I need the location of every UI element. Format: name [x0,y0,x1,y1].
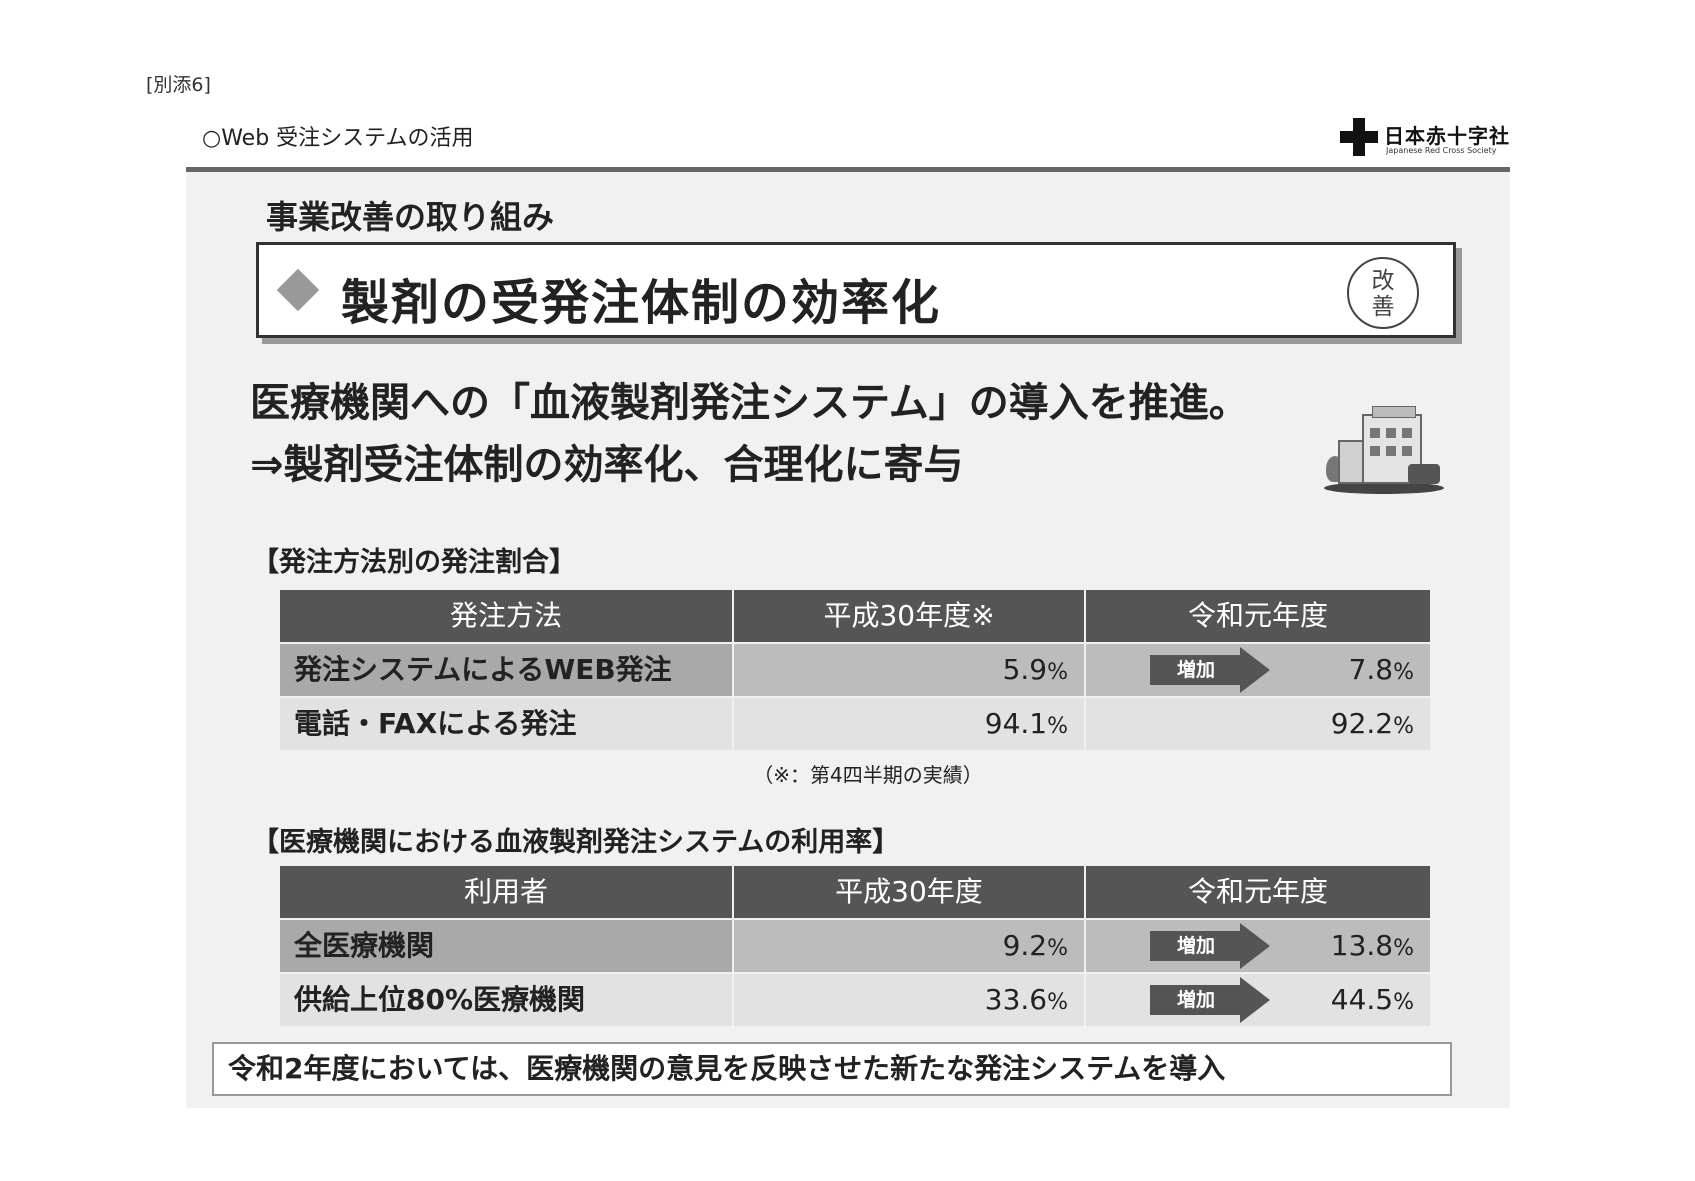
value-r1: 増加 44.5% [1086,974,1430,1026]
table-row: 発注システムによるWEB発注 5.9% 増加 7.8% [280,644,1430,696]
table1-footnote: （※：第4四半期の実績） [753,763,983,787]
row-label: 発注システムによるWEB発注 [280,644,732,696]
value-h30: 94.1% [734,698,1084,750]
arrow-label: 増加 [1150,985,1242,1015]
red-cross-logo-icon [1340,118,1378,156]
logo-name-en: Japanese Red Cross Society [1386,146,1497,155]
topic-banner: 製剤の受発注体制の効率化 改 善 [256,242,1456,338]
value-h30: 5.9% [734,644,1084,696]
logo-name-jp: 日本赤十字社 [1384,124,1510,148]
value-h30: 9.2% [734,920,1084,972]
kaizen-stamp-icon: 改 善 [1347,257,1419,329]
value-h30: 33.6% [734,974,1084,1026]
table-row: 供給上位80%医療機関 33.6% 増加 44.5% [280,974,1430,1026]
conclusion-box: 令和2年度においては、医療機関の意見を反映させた新たな発注システムを導入 [212,1042,1452,1096]
table2-title: 【医療機関における血液製剤発注システムの利用率】 [252,827,900,858]
slide: ○Web 受注システムの活用 日本赤十字社 Japanese Red Cross… [186,104,1510,1108]
slide-header: ○Web 受注システムの活用 日本赤十字社 Japanese Red Cross… [186,104,1510,172]
order-method-table: 発注方法 平成30年度※ 令和元年度 発注システムによるWEB発注 5.9% 増… [280,590,1430,750]
increase-arrow-icon: 増加 [1150,647,1272,693]
banner-text: 製剤の受発注体制の効率化 [341,275,942,331]
value-r1: 増加 7.8% [1086,644,1430,696]
section-title: 事業改善の取り組み [266,198,555,236]
table1-title: 【発注方法別の発注割合】 [252,547,576,578]
usage-rate-table: 利用者 平成30年度 令和元年度 全医療機関 9.2% 増加 13.8% 供給上… [280,866,1430,1026]
row-label: 電話・FAXによる発注 [280,698,732,750]
increase-arrow-icon: 増加 [1150,977,1272,1023]
main-result: ⇒製剤受注体制の効率化、合理化に寄与 [250,442,964,488]
stamp-char-2: 善 [1371,294,1395,320]
col-header: 令和元年度 [1086,590,1430,642]
col-header: 平成30年度※ [734,590,1084,642]
table-row: 電話・FAXによる発注 94.1% 92.2% [280,698,1430,750]
diamond-bullet-icon [276,268,320,312]
arrow-label: 増加 [1150,931,1242,961]
value-r1: 増加 13.8% [1086,920,1430,972]
table-header-row: 利用者 平成30年度 令和元年度 [280,866,1430,918]
hospital-building-icon [1324,404,1444,494]
jrc-logo: 日本赤十字社 Japanese Red Cross Society [1340,114,1509,160]
main-statement: 医療機関への「血液製剤発注システム」の導入を推進。 [250,380,1249,426]
value-r1: 92.2% [1086,698,1430,750]
stamp-char-1: 改 [1371,268,1395,294]
increase-arrow-icon: 増加 [1150,923,1272,969]
col-header: 利用者 [280,866,732,918]
row-label: 供給上位80%医療機関 [280,974,732,1026]
col-header: 令和元年度 [1086,866,1430,918]
attachment-label: [別添6] [146,74,211,96]
table-header-row: 発注方法 平成30年度※ 令和元年度 [280,590,1430,642]
slide-title: ○Web 受注システムの活用 [202,126,474,151]
col-header: 平成30年度 [734,866,1084,918]
row-label: 全医療機関 [280,920,732,972]
header-divider [186,167,1510,172]
table-row: 全医療機関 9.2% 増加 13.8% [280,920,1430,972]
col-header: 発注方法 [280,590,732,642]
arrow-label: 増加 [1150,655,1242,685]
